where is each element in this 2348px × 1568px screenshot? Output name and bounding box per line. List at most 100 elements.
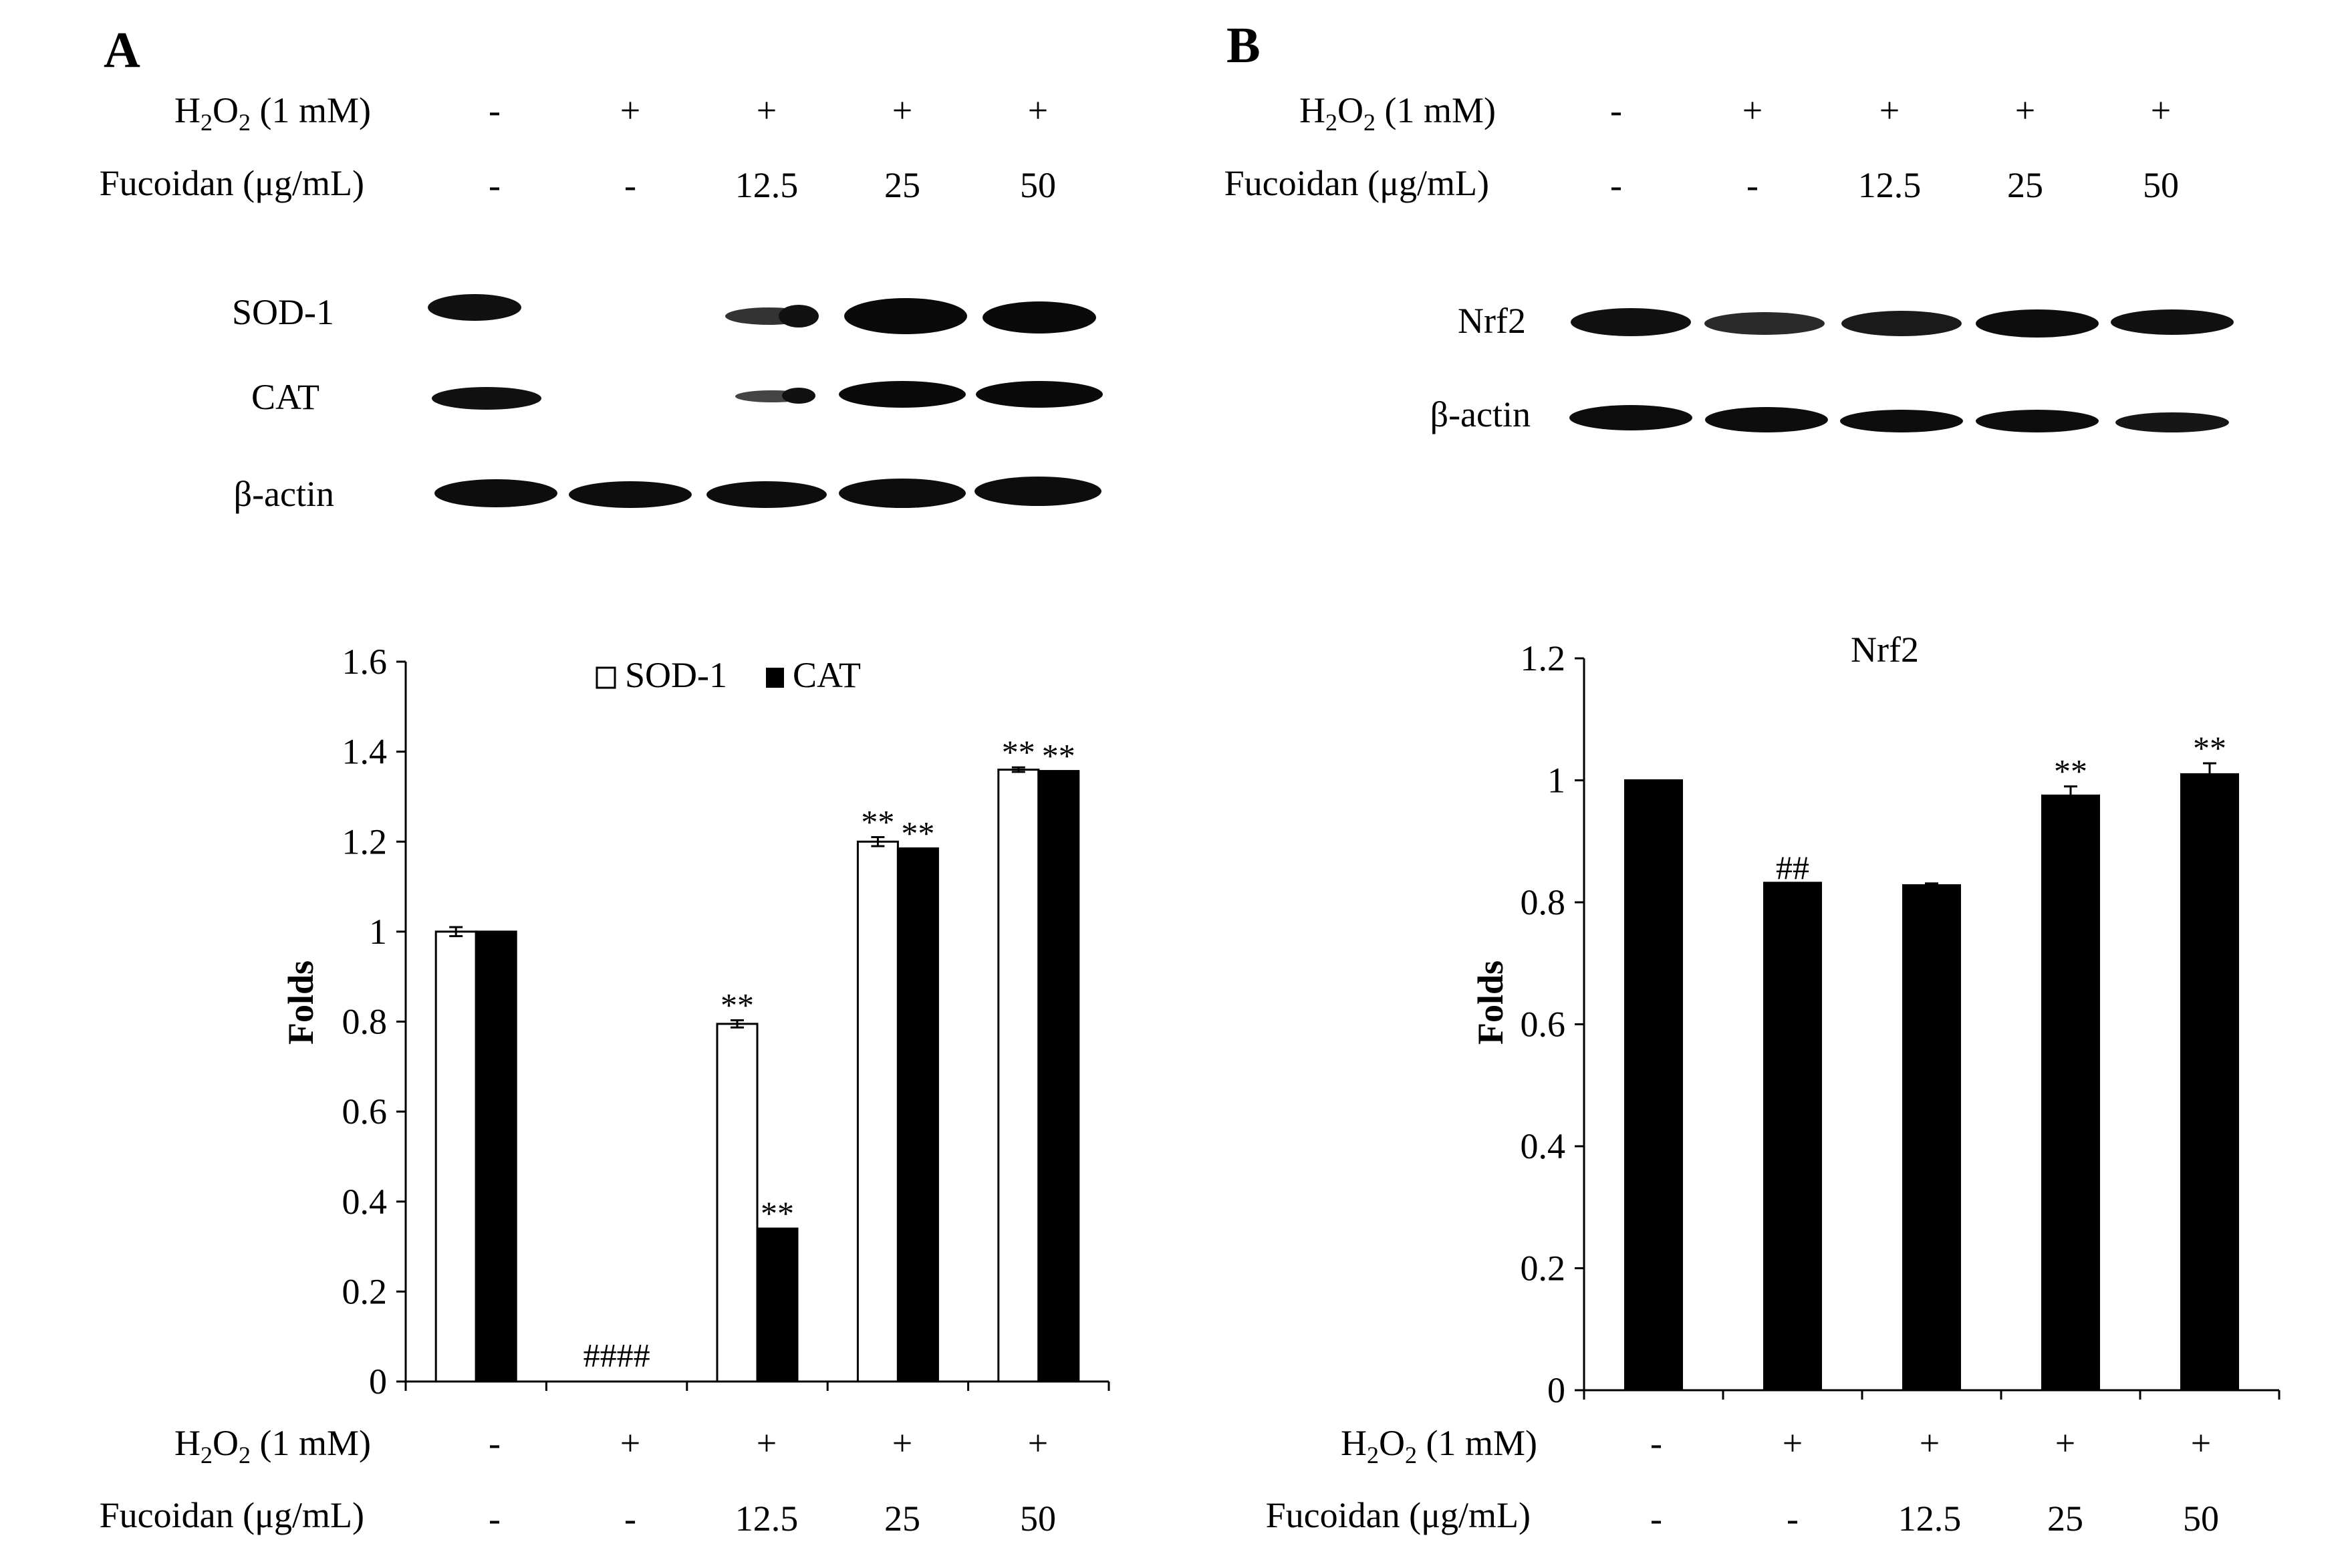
significance-label: ## [1776,849,1809,886]
bar [716,1023,759,1383]
panel-a-top-header: H2O2 (1 mM) Fucoidan (μg/mL) - + + + + -… [100,90,1056,205]
h2o2-label: H2O2 (1 mM) [174,1423,371,1468]
fucoidan-label: Fucoidan (μg/mL) [100,163,364,203]
bar [1902,884,1961,1392]
bar [2041,794,2100,1392]
fucoidan-value: 25 [2007,165,2043,205]
bar [1037,770,1080,1383]
panel-a-bottom-table: H2O2 (1 mM) Fucoidan (μg/mL) - + + + + -… [100,1423,1056,1539]
y-tick-label: 1.2 [1521,638,1566,678]
bar [475,930,517,1383]
y-tick-label: 1 [369,912,387,952]
blot-band [983,301,1096,334]
h2o2-value: + [2055,1423,2075,1463]
y-tick-label: 0.2 [1521,1249,1566,1289]
blot-label-actin: β-actin [1430,394,1531,434]
bar [1624,779,1683,1392]
y-tick-label: 1.2 [342,821,388,862]
blot-band [1841,311,1962,336]
legend-swatch-cat [766,668,784,688]
bar [856,840,899,1383]
y-tick-label: 0.8 [1521,882,1566,922]
significance-label: ** [1002,733,1035,771]
significance-label: ** [2054,753,2087,790]
blot-label-cat: CAT [251,377,319,417]
chart-a: Folds SOD-1 CAT 0 0.2 0.4 0.6 0.8 1 1.2 1.4 1.6 #… [281,642,1110,1402]
fucoidan-label: Fucoidan (μg/mL) [1266,1495,1531,1535]
fucoidan-value: 50 [1020,165,1056,205]
blot-band [844,298,967,334]
legend-swatch-sod1 [596,666,616,689]
blot-band [2115,412,2229,432]
blot-band [428,294,521,321]
fucoidan-value: 50 [1020,1498,1056,1539]
h2o2-value: + [892,1423,912,1463]
fucoidan-value: 25 [884,1498,920,1539]
bar [756,1227,799,1383]
fucoidan-value: - [624,1498,636,1539]
h2o2-value: + [1742,90,1763,130]
y-tick-label: 0.2 [342,1271,388,1311]
h2o2-value: + [1920,1423,1940,1463]
blot-band [1569,405,1692,430]
panel-b-label: B [1226,17,1261,74]
bar [896,847,939,1383]
blot-band [1705,407,1828,432]
h2o2-value: + [1028,90,1048,130]
h2o2-value: + [2151,90,2171,130]
blot-band [432,387,541,410]
fucoidan-value: - [1610,165,1622,205]
y-tick-label: 1.4 [342,732,388,772]
western-blot-panel-a [428,294,1103,508]
h2o2-value: - [1650,1423,1662,1463]
fucoidan-value: 50 [2143,165,2179,205]
h2o2-value: + [1879,90,1900,130]
y-tick-label: 0.8 [342,1002,388,1042]
y-tick-label: 0.6 [1521,1005,1566,1045]
h2o2-label: H2O2 (1 mM) [1341,1423,1537,1468]
h2o2-value: - [489,90,501,130]
fucoidan-label: Fucoidan (μg/mL) [100,1495,364,1535]
bar [997,769,1040,1383]
significance-label: ** [1042,737,1075,775]
h2o2-value: + [2191,1423,2211,1463]
y-tick-label: 1.6 [342,642,388,682]
significance-label: ** [761,1194,794,1232]
panel-b-bottom-table: H2O2 (1 mM) Fucoidan (μg/mL) - + + + + -… [1266,1423,2219,1539]
h2o2-value: + [2015,90,2035,130]
h2o2-value: + [892,90,912,130]
significance-label: ** [721,986,754,1023]
blot-band [974,477,1101,506]
blot-band [1976,410,2099,432]
h2o2-label: H2O2 (1 mM) [1299,90,1496,136]
panel-b-top-header: H2O2 (1 mM) Fucoidan (μg/mL) - + + + + -… [1224,90,2179,205]
fucoidan-value: - [1746,165,1758,205]
y-tick-label: 0.4 [1521,1126,1566,1166]
h2o2-value: - [489,1423,501,1463]
fucoidan-value: - [489,165,501,205]
significance-label: ** [2193,729,2226,767]
fucoidan-value: 12.5 [1858,165,1922,205]
blot-label-nrf2: Nrf2 [1458,301,1526,341]
h2o2-value: + [757,90,777,130]
h2o2-value: + [620,90,640,130]
h2o2-value: + [1028,1423,1048,1463]
panel-a-label: A [104,22,140,78]
fucoidan-value: - [1650,1498,1662,1539]
h2o2-value: + [620,1423,640,1463]
h2o2-label: H2O2 (1 mM) [174,90,371,136]
y-axis-label: Folds [1470,960,1511,1045]
legend-label-cat: CAT [793,655,861,695]
legend-label-sod1: SOD-1 [625,655,727,695]
y-tick-label: 0 [1547,1370,1565,1410]
blot-band [839,479,966,508]
significance-label: ** [861,803,894,841]
blot-band [1976,309,2099,338]
blot-band [1840,410,1963,432]
fucoidan-value: 12.5 [735,165,799,205]
blot-band [839,381,966,408]
fucoidan-label: Fucoidan (μg/mL) [1224,163,1489,203]
bar [434,930,477,1383]
western-blot-panel-b [1569,308,2234,432]
